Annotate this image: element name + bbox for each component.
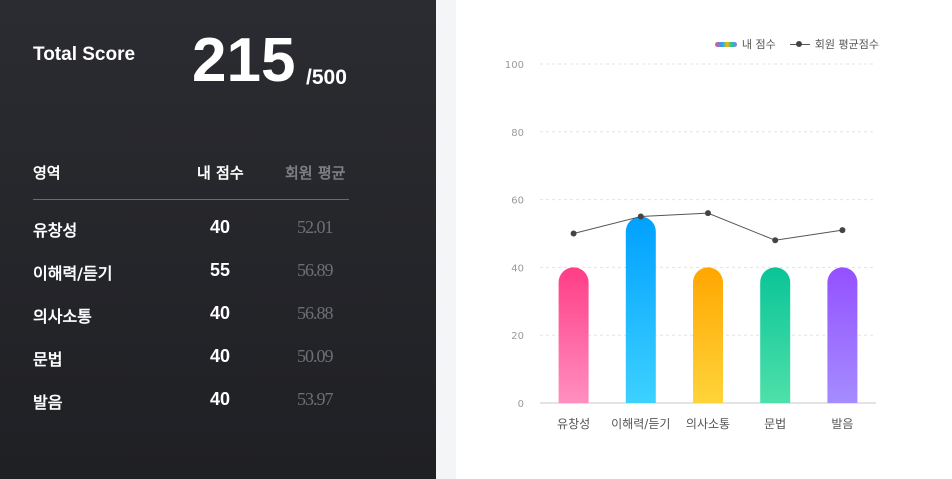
bar xyxy=(625,216,656,403)
row-my-score: 40 xyxy=(210,346,231,366)
row-area: 의사소통 xyxy=(33,307,92,326)
row-area: 유창성 xyxy=(33,221,78,240)
x-tick-label: 의사소통 xyxy=(686,417,730,431)
header-my-score: 내 점수 xyxy=(197,164,244,182)
y-tick-label: 20 xyxy=(511,331,524,342)
legend-label-my-score: 내 점수 xyxy=(741,38,776,51)
total-score-value: 215 xyxy=(192,26,296,95)
legend-item-my-score[interactable]: 내 점수 xyxy=(714,36,776,52)
x-tick-label: 유창성 xyxy=(557,417,590,431)
row-my-score: 55 xyxy=(210,260,231,280)
bar xyxy=(558,267,589,403)
bar xyxy=(760,267,791,403)
row-member-average: 50.09 xyxy=(297,346,333,366)
y-tick-label: 0 xyxy=(518,399,524,410)
row-my-score: 40 xyxy=(210,389,231,409)
y-tick-label: 100 xyxy=(505,60,524,71)
score-chart-panel: 내 점수 회원 평균점수 0 20 40 60 80 100 유창성 이해력/듣기 의사소통 문법… xyxy=(456,0,952,479)
average-point xyxy=(637,213,644,220)
average-line xyxy=(573,212,843,241)
table-row: 문법 40 50.09 xyxy=(33,346,349,370)
chart-legend: 내 점수 회원 평균점수 xyxy=(714,36,879,52)
x-tick-label: 이해력/듣기 xyxy=(611,417,670,431)
table-row: 의사소통 40 56.88 xyxy=(33,303,349,327)
row-area: 발음 xyxy=(33,393,63,412)
total-score-label: Total Score xyxy=(33,44,136,65)
header-area: 영역 xyxy=(33,164,61,182)
legend-label-member-average: 회원 평균점수 xyxy=(814,38,879,51)
score-table-header: 영역 내 점수 회원 평균 xyxy=(33,160,349,200)
row-area: 이해력/듣기 xyxy=(33,264,113,283)
y-tick-label: 60 xyxy=(511,196,524,207)
table-row: 발음 40 53.97 xyxy=(33,389,349,413)
average-point xyxy=(705,210,711,217)
x-tick-label: 문법 xyxy=(764,417,786,431)
total-score-max: /500 xyxy=(306,66,347,89)
average-point xyxy=(839,227,846,234)
row-member-average: 53.97 xyxy=(297,389,333,409)
row-member-average: 52.01 xyxy=(297,217,333,237)
y-tick-label: 80 xyxy=(511,128,524,139)
legend-item-member-average[interactable]: 회원 평균점수 xyxy=(789,36,879,52)
legend-gradient-swatch-icon xyxy=(714,41,737,47)
x-tick-label: 발음 xyxy=(831,417,853,431)
legend-line-marker-icon xyxy=(789,40,810,48)
row-my-score: 40 xyxy=(210,303,231,323)
row-area: 문법 xyxy=(33,350,63,369)
y-tick-label: 40 xyxy=(511,263,524,274)
average-point xyxy=(570,230,577,237)
row-member-average: 56.89 xyxy=(297,260,333,280)
score-summary-panel: Total Score 215 /500 영역 내 점수 회원 평균 유창성 4… xyxy=(0,0,436,479)
average-point xyxy=(772,237,779,244)
bar xyxy=(693,267,723,403)
table-row: 유창성 40 52.01 xyxy=(33,217,349,241)
bar xyxy=(827,267,858,403)
row-member-average: 56.88 xyxy=(297,303,333,323)
table-row: 이해력/듣기 55 56.89 xyxy=(33,260,349,284)
row-my-score: 40 xyxy=(210,217,231,237)
header-member-average: 회원 평균 xyxy=(285,164,346,182)
bar-chart: 0 20 40 60 80 100 유창성 이해력/듣기 의사소통 문법 발음 xyxy=(505,60,876,431)
